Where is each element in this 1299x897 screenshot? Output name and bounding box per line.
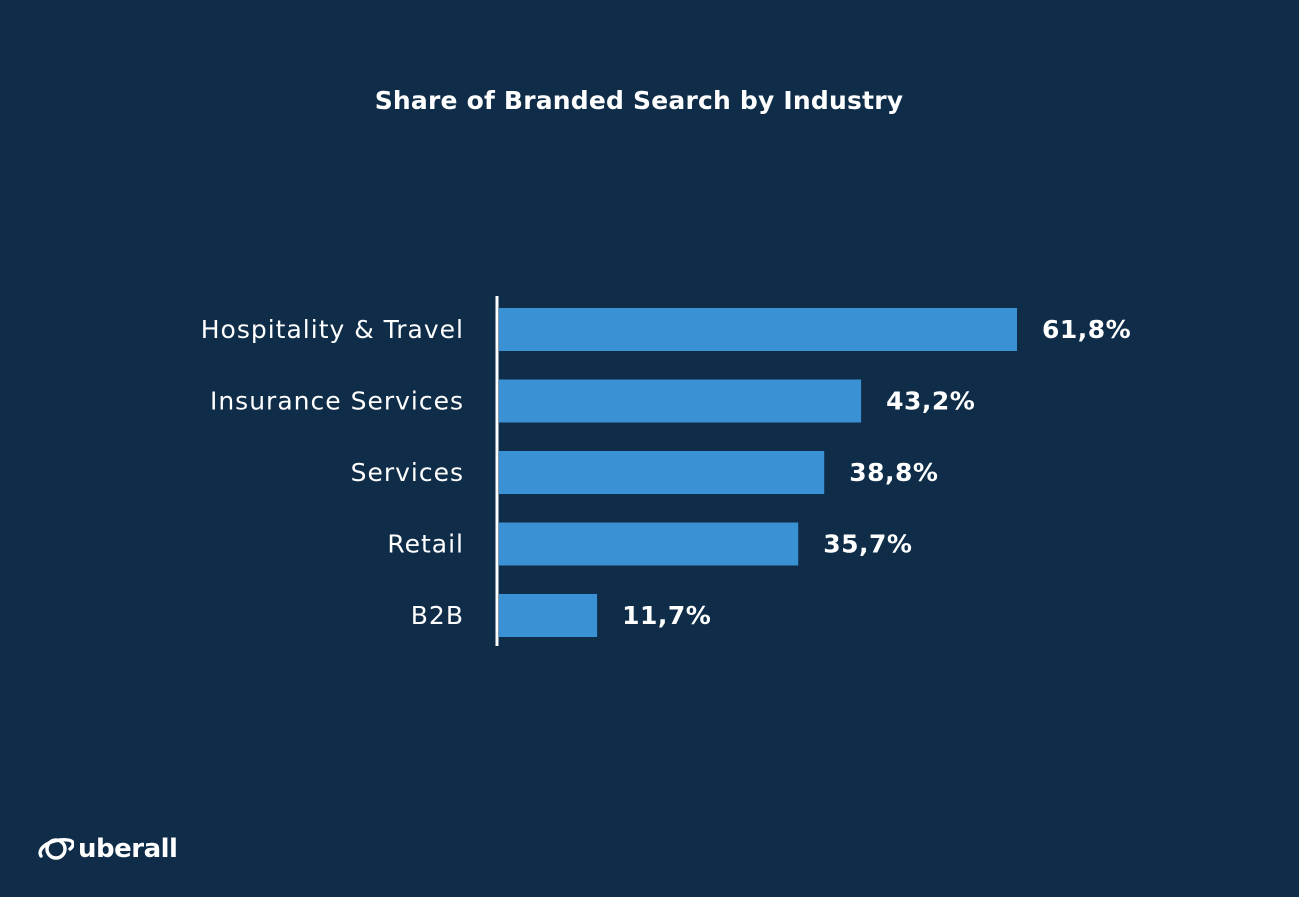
value-label: 35,7% bbox=[823, 530, 912, 559]
value-label: 38,8% bbox=[849, 458, 938, 487]
chart-title: Share of Branded Search by Industry bbox=[374, 86, 904, 115]
category-label: Retail bbox=[387, 530, 464, 559]
category-label: Insurance Services bbox=[210, 387, 464, 416]
bar-1 bbox=[499, 379, 862, 423]
category-label: B2B bbox=[411, 601, 464, 630]
logo-text: uberall bbox=[78, 834, 178, 864]
brand-logo: uberall bbox=[38, 832, 178, 866]
bar-0 bbox=[499, 308, 1017, 351]
value-label: 43,2% bbox=[886, 387, 975, 416]
category-label: Services bbox=[351, 458, 464, 487]
bar-2 bbox=[499, 451, 825, 494]
value-label: 61,8% bbox=[1042, 315, 1131, 344]
value-label: 11,7% bbox=[622, 601, 711, 630]
bar-4 bbox=[499, 594, 598, 637]
category-label: Hospitality & Travel bbox=[201, 315, 464, 344]
planet-icon bbox=[38, 838, 74, 860]
bar-3 bbox=[499, 522, 799, 566]
